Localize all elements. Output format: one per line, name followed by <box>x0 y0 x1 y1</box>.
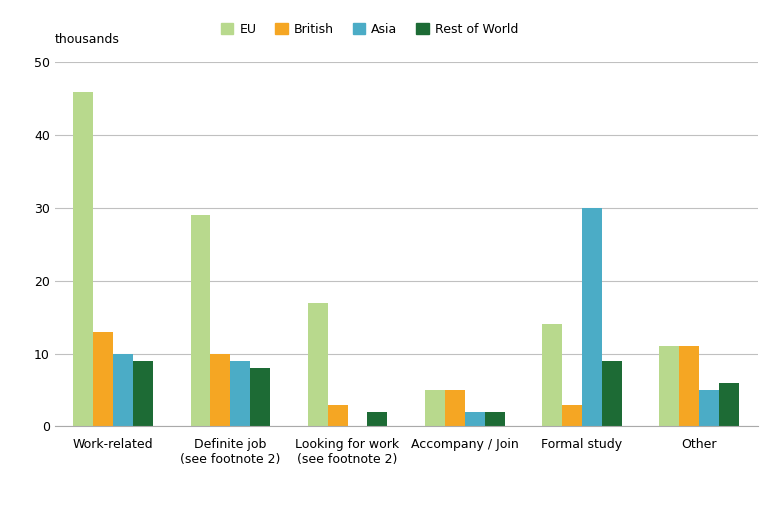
Bar <box>465 412 484 426</box>
Bar <box>562 405 582 426</box>
Bar <box>113 354 133 426</box>
Legend: EU, British, Asia, Rest of World: EU, British, Asia, Rest of World <box>216 18 523 41</box>
Bar <box>230 361 250 426</box>
Bar <box>582 208 601 426</box>
Bar <box>445 390 465 426</box>
Bar <box>250 368 270 426</box>
Bar <box>601 361 622 426</box>
Bar <box>659 346 679 426</box>
Bar <box>308 303 328 426</box>
Bar <box>542 324 562 426</box>
Bar <box>425 390 445 426</box>
Bar <box>484 412 505 426</box>
Bar <box>679 346 699 426</box>
Bar <box>133 361 153 426</box>
Bar <box>211 354 230 426</box>
Bar <box>367 412 387 426</box>
Bar <box>719 383 739 426</box>
Text: thousands: thousands <box>55 33 119 46</box>
Bar <box>699 390 719 426</box>
Bar <box>73 92 94 426</box>
Bar <box>328 405 348 426</box>
Bar <box>94 332 113 426</box>
Bar <box>191 215 211 426</box>
